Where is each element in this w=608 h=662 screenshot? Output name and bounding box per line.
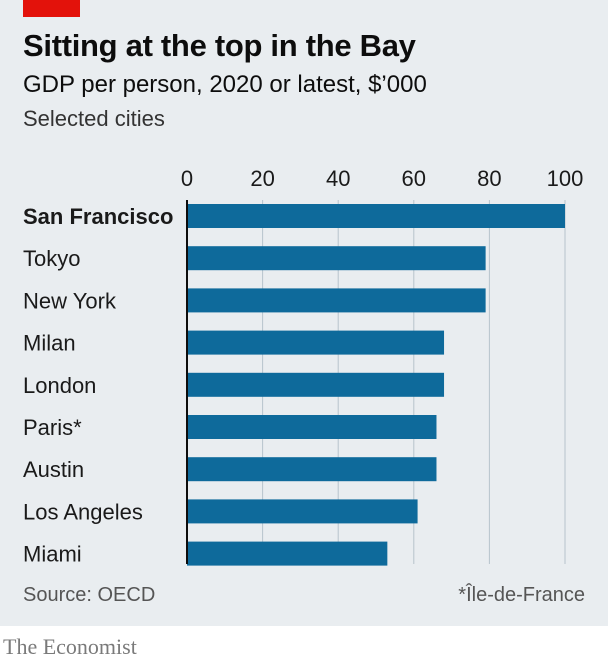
bar <box>187 246 486 271</box>
category-label: Paris* <box>23 415 82 440</box>
bar <box>187 541 388 566</box>
category-label: London <box>23 373 96 398</box>
category-label: Miami <box>23 542 82 567</box>
bar <box>187 204 565 228</box>
brand-wordmark: The Economist <box>3 634 137 659</box>
bar <box>187 288 486 313</box>
source-note: Source: OECD <box>23 584 156 606</box>
x-tick-label: 60 <box>402 166 426 191</box>
category-label: Los Angeles <box>23 499 143 524</box>
chart-subtitle: GDP per person, 2020 or latest, $’000 <box>23 71 427 98</box>
bar <box>187 415 437 439</box>
category-label: Austin <box>23 457 84 482</box>
x-tick-label: 0 <box>181 166 193 191</box>
brand-red-tag <box>23 0 80 17</box>
chart-subtitle-secondary: Selected cities <box>23 106 165 131</box>
footnote: *Île-de-France <box>458 584 585 606</box>
x-tick-label: 100 <box>547 166 584 191</box>
bar <box>187 499 418 524</box>
x-tick-label: 80 <box>477 166 501 191</box>
bar <box>187 457 437 482</box>
bar <box>187 330 445 355</box>
x-tick-label: 40 <box>326 166 350 191</box>
bar-chart: 0 20 40 60 80 100 San Francisco Tokyo New York Mi… <box>23 166 584 567</box>
category-label: New York <box>23 288 117 313</box>
chart-title: Sitting at the top in the Bay <box>23 28 416 63</box>
x-tick-label: 20 <box>250 166 274 191</box>
category-label: San Francisco <box>23 204 173 229</box>
category-label: Milan <box>23 331 76 356</box>
bar <box>187 372 445 397</box>
category-label: Tokyo <box>23 246 80 271</box>
